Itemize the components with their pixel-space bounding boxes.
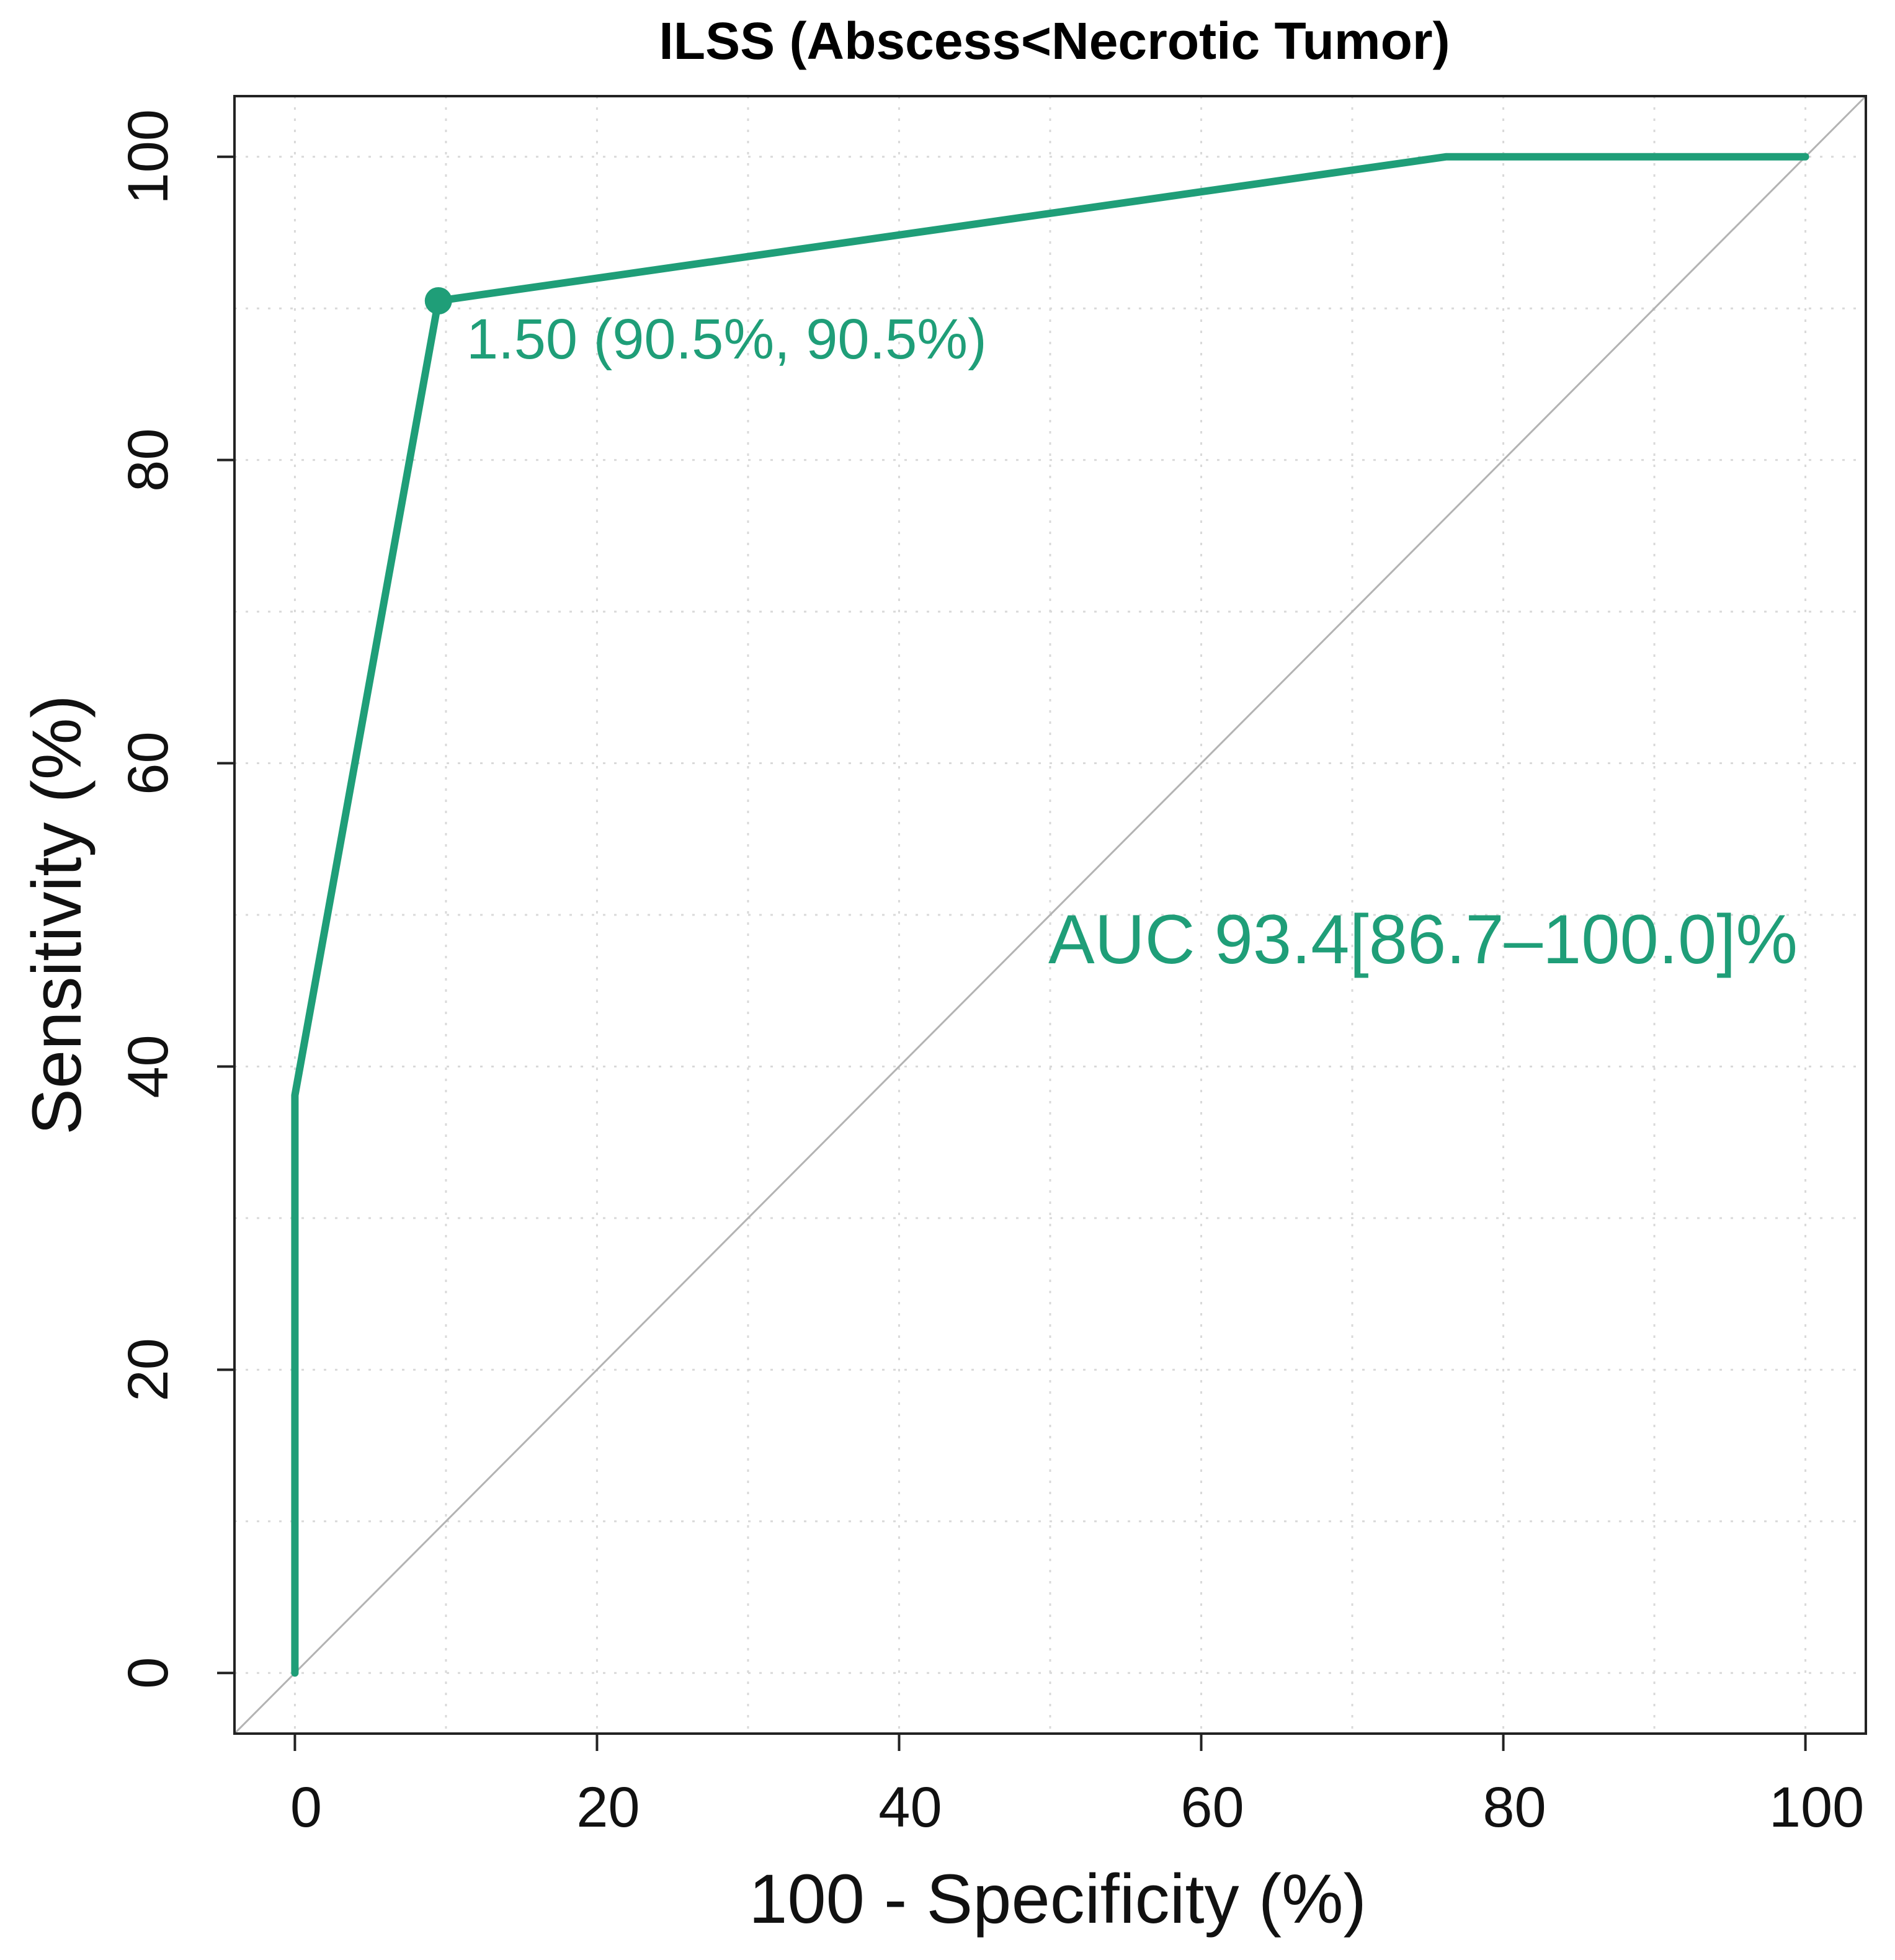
x-tick-label: 0 — [290, 1776, 322, 1839]
y-tick-label: 40 — [117, 1035, 180, 1098]
axis-ticks: 0 20 40 60 80 100 0 20 40 60 80 100 — [117, 109, 1864, 1839]
auc-label: AUC 93.4[86.7–100.0]% — [1048, 901, 1798, 978]
y-tick-label: 20 — [117, 1338, 180, 1401]
y-axis-label: Sensitivity (%) — [18, 695, 96, 1134]
threshold-label: 1.50 (90.5%, 90.5%) — [466, 308, 987, 371]
roc-series — [291, 153, 1809, 1677]
x-tick-label: 40 — [878, 1776, 942, 1839]
y-tick-label: 0 — [117, 1657, 180, 1689]
y-tick-label: 80 — [117, 428, 180, 491]
x-tick-label: 100 — [1769, 1776, 1865, 1839]
y-tick-label: 100 — [117, 109, 180, 205]
x-axis-label: 100 - Specificity (%) — [749, 1860, 1367, 1938]
x-tick-label: 80 — [1483, 1776, 1546, 1839]
chart-title: ILSS (Abscess<Necrotic Tumor) — [659, 12, 1450, 70]
x-tick-label: 60 — [1180, 1776, 1244, 1839]
threshold-point — [424, 287, 452, 314]
x-tick-label: 20 — [576, 1776, 640, 1839]
reference-diagonal — [233, 95, 1867, 1735]
diagonal-line — [233, 95, 1867, 1735]
y-tick-label: 60 — [117, 731, 180, 795]
